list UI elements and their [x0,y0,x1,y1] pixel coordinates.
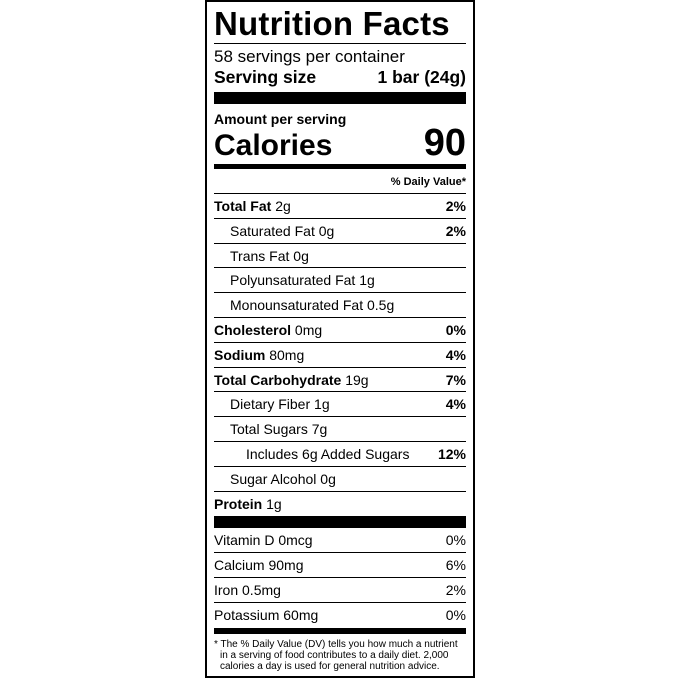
nutrient-row: Total Sugars 7g [214,417,466,442]
nutrient-amount: 7g [311,421,328,438]
serving-size-label: Serving size [214,67,317,87]
nutrient-daily-value: 0% [445,321,466,338]
nutrient-name: Trans Fat 0g [214,244,309,268]
nutrient-label: Protein [214,495,263,512]
nutrient-amount: 0g [318,222,335,239]
calories-value: 90 [423,122,466,164]
nutrient-row: Dietary Fiber 1g 4% [214,392,466,418]
calories-label: Calories [214,129,333,162]
nutrient-row: Polyunsaturated Fat 1g [214,268,466,294]
nutrient-label: Saturated Fat [230,222,315,239]
nutrient-name: Total Sugars 7g [214,417,327,441]
nutrient-amount: 19g [345,371,369,388]
nutrient-name: Total Fat 2g [214,194,291,218]
nutrient-row: Trans Fat 0g [214,244,466,269]
nutrient-amount: 0mg [294,321,323,338]
nutrient-label: Total Sugars [230,421,308,438]
nutrient-label: Trans Fat [230,247,290,264]
medium-divider [214,164,466,169]
nutrient-row: Total Fat 2g 2% [214,194,466,219]
nutrient-amount: 0.5g [366,297,395,314]
nutrient-label: Total Carbohydrate [214,371,342,388]
vitamin-row: Vitamin D 0mcg 0% [214,528,466,554]
daily-value-header: % Daily Value* [214,175,466,194]
nutrient-daily-value: 7% [445,371,466,388]
nutrient-daily-value: 12% [437,445,466,462]
nutrient-row: Includes 6g Added Sugars 12% [214,442,466,467]
vitamin-daily-value: 0% [445,606,466,623]
vitamin-daily-value: 2% [445,581,466,598]
nutrient-row: Monounsaturated Fat 0.5g [214,293,466,318]
nutrient-name: Total Carbohydrate 19g [214,368,369,392]
nutrient-label: Sugar Alcohol [230,470,317,487]
nutrient-name: Cholesterol 0mg [214,318,322,342]
medium-divider [214,627,466,634]
vitamin-daily-value: 0% [445,532,466,549]
nutrient-label: Total Fat [214,198,272,214]
label-title: Nutrition Facts [214,5,450,42]
nutrient-amount: 1g [266,495,282,512]
calories-row: Calories 90 [214,122,466,164]
vitamin-list: Vitamin D 0mcg 0% Calcium 90mg 6% Iron 0.5mg… [214,528,466,626]
vitamin-name: Calcium 90mg [214,557,304,574]
vitamin-name: Potassium 60mg [214,606,319,623]
divider [214,43,466,44]
nutrient-amount: 1g [359,272,375,289]
vitamin-row: Potassium 60mg 0% [214,603,466,627]
nutrient-name: Sugar Alcohol 0g [214,467,336,491]
serving-size-value: 1 bar (24g) [377,67,467,87]
nutrient-row: Total Carbohydrate 19g 7% [214,368,466,393]
nutrient-name: Saturated Fat 0g [214,219,334,243]
nutrient-row: Saturated Fat 0g 2% [214,219,466,244]
nutrient-daily-value: 2% [445,198,466,214]
nutrient-amount: 1g [314,396,330,413]
nutrient-daily-value: 4% [445,396,466,413]
nutrient-label: Polyunsaturated Fat [230,272,356,289]
vitamin-name: Vitamin D 0mcg [214,532,313,549]
amount-per-serving: Amount per serving [214,111,347,127]
nutrient-amount: 0g [293,247,309,264]
thick-divider [214,516,466,529]
nutrient-name: Sodium 80mg [214,343,304,367]
vitamin-name: Iron 0.5mg [214,581,281,598]
nutrient-daily-value: 4% [445,346,466,363]
nutrient-row: Sodium 80mg 4% [214,343,466,368]
vitamin-row: Iron 0.5mg 2% [214,578,466,603]
nutrient-label: Dietary Fiber [230,396,311,413]
nutrient-list: Total Fat 2g 2% Saturated Fat 0g 2% Trans Fa… [214,194,466,515]
serving-size: Serving size 1 bar (24g) [214,67,466,87]
nutrient-name: Dietary Fiber 1g [214,392,330,416]
nutrient-name: Includes 6g Added Sugars [214,442,409,466]
nutrient-label: Monounsaturated Fat [230,297,364,314]
nutrient-row: Protein 1g [214,492,466,516]
vitamin-row: Calcium 90mg 6% [214,553,466,578]
nutrient-name: Protein 1g [214,492,282,516]
nutrient-label: Sodium [214,346,266,363]
nutrient-label: Cholesterol [214,321,292,338]
nutrient-label: Includes 6g Added Sugars [246,445,410,462]
vitamin-daily-value: 6% [445,557,466,574]
servings-per-container: 58 servings per container [214,47,405,66]
nutrient-amount: 2g [275,198,291,214]
thick-divider [214,92,466,104]
nutrient-row: Cholesterol 0mg 0% [214,318,466,343]
nutrition-facts-label: Nutrition Facts 58 servings per containe… [205,0,475,678]
nutrient-name: Polyunsaturated Fat 1g [214,268,375,292]
nutrient-name: Monounsaturated Fat 0.5g [214,293,394,317]
nutrient-amount: 80mg [269,346,305,363]
nutrient-amount: 0g [320,470,336,487]
nutrient-row: Sugar Alcohol 0g [214,467,466,492]
footnote: * The % Daily Value (DV) tells you how m… [214,638,458,672]
nutrient-daily-value: 2% [445,222,466,239]
